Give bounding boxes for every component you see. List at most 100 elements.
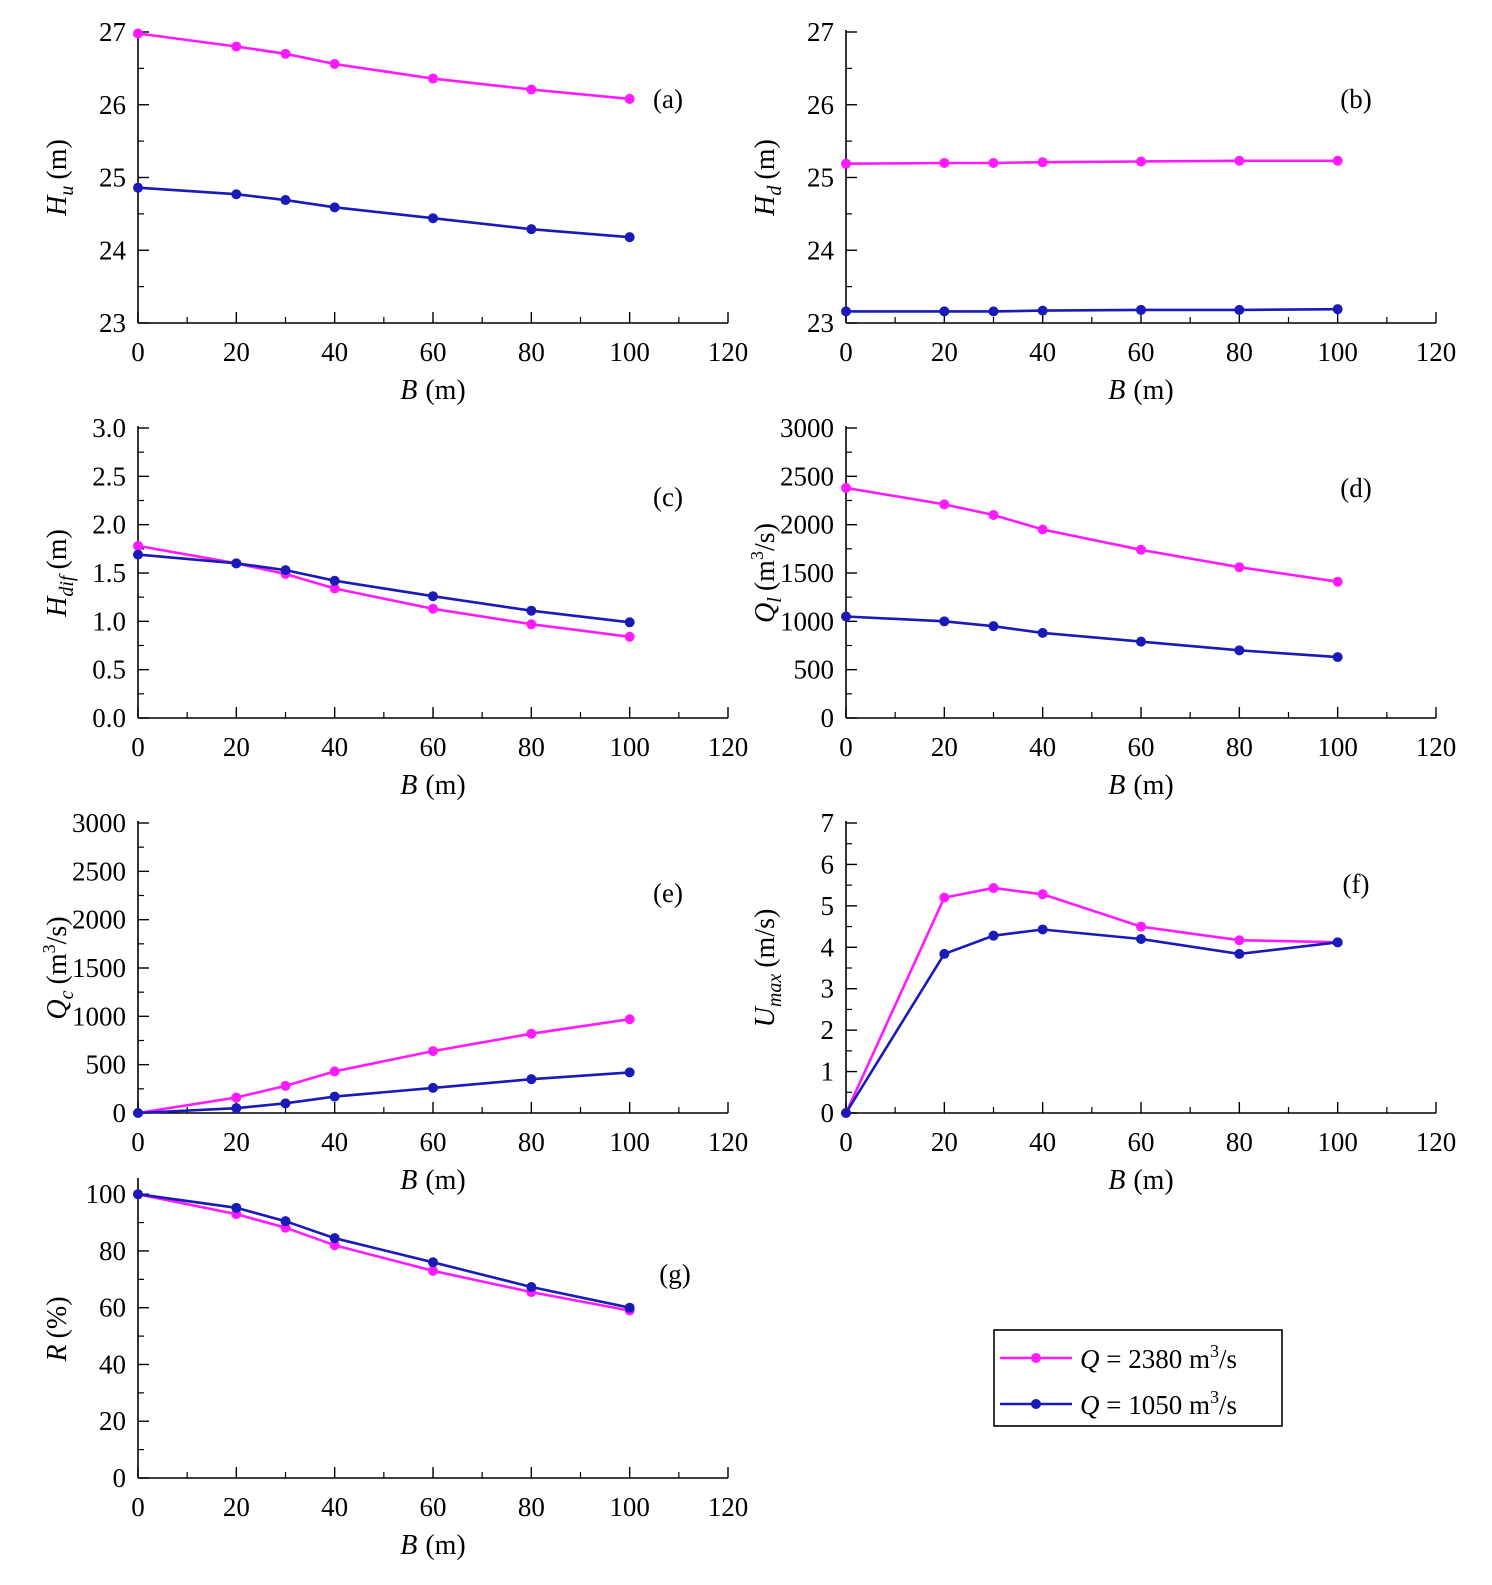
x-tick-label: 120 — [708, 1127, 749, 1157]
y-tick-label: 2000 — [780, 510, 834, 540]
x-tick-label: 100 — [1317, 1127, 1358, 1157]
y-tick-label: 2500 — [72, 856, 126, 886]
y-tick-label: 3000 — [72, 808, 126, 838]
y-tick-label: 80 — [99, 1236, 126, 1266]
data-point — [939, 306, 950, 317]
data-point — [1332, 576, 1343, 587]
x-tick-label: 60 — [1128, 1127, 1155, 1157]
data-point — [939, 616, 950, 627]
x-tick-label: 100 — [1317, 732, 1358, 762]
data-point — [1136, 934, 1146, 944]
x-tick-label: 80 — [518, 1492, 545, 1522]
x-axis-label: B (m) — [1108, 770, 1174, 801]
x-tick-label: 40 — [321, 732, 348, 762]
data-point — [280, 565, 291, 576]
x-tick-label: 20 — [223, 337, 250, 367]
data-point — [133, 182, 143, 193]
data-point — [841, 1108, 851, 1118]
data-point — [1234, 935, 1245, 946]
data-point — [428, 213, 438, 224]
data-point — [1234, 155, 1245, 166]
y-axis-label: R(%) — [42, 1296, 73, 1362]
x-tick-label: 120 — [708, 337, 749, 367]
y-tick-label: 24 — [99, 235, 127, 265]
data-point — [329, 59, 340, 70]
data-point — [1332, 304, 1343, 315]
y-tick-label: 1500 — [72, 953, 126, 983]
data-point — [526, 84, 537, 95]
data-point — [988, 883, 999, 894]
data-point — [329, 575, 340, 586]
x-tick-label: 40 — [321, 1127, 348, 1157]
x-tick-label: 80 — [518, 337, 545, 367]
panel-g: 0 20 40 60 80 100 120 0 20 40 60 80 100 B (m) R(%) (g) — [42, 1178, 748, 1561]
series-line — [846, 307, 1338, 313]
panel-f: 0 20 40 60 80 100 120 0 1 2 3 4 5 6 7 B (m) Umax(m/s) (f) — [750, 808, 1456, 1196]
y-tick-label: 40 — [99, 1349, 126, 1379]
data-point — [428, 1046, 438, 1057]
data-point — [988, 157, 999, 168]
y-tick-label: 25 — [807, 163, 834, 193]
x-tick-label: 80 — [1226, 1127, 1253, 1157]
x-tick-label: 60 — [420, 732, 447, 762]
data-point — [988, 621, 999, 632]
x-axis-label: B (m) — [400, 1165, 466, 1196]
y-tick-label: 6 — [821, 849, 835, 879]
panel-tag: (c) — [653, 482, 683, 512]
y-tick-label: 24 — [807, 235, 835, 265]
data-point — [624, 93, 635, 104]
x-tick-label: 0 — [839, 337, 853, 367]
y-tick-label: 27 — [99, 17, 126, 47]
y-tick-label: 2.0 — [92, 510, 126, 540]
data-point — [1037, 305, 1048, 316]
x-tick-label: 40 — [321, 1492, 348, 1522]
data-point — [1136, 636, 1146, 647]
panel-c: 0 20 40 60 80 100 120 0.0 0.5 1.0 1.5 2.0 2.5 3.0 B (m)… — [42, 413, 748, 801]
y-axis-label: Hu(m) — [42, 139, 78, 217]
series-line — [137, 553, 630, 624]
x-tick-label: 0 — [131, 337, 145, 367]
y-tick-label: 0.5 — [92, 655, 126, 685]
data-point — [624, 1302, 635, 1313]
y-tick-label: 1000 — [780, 606, 834, 636]
data-point — [1136, 921, 1146, 932]
x-tick-label: 100 — [609, 337, 650, 367]
data-point — [280, 1216, 291, 1227]
y-tick-label: 1500 — [780, 558, 834, 588]
x-tick-label: 60 — [420, 1492, 447, 1522]
data-point — [1234, 645, 1245, 656]
y-axis-label: Umax(m/s) — [750, 909, 786, 1028]
panel-tag: (d) — [1340, 473, 1371, 503]
panel-tag: (g) — [659, 1259, 690, 1289]
data-point — [280, 1098, 291, 1109]
panel-tag: (b) — [1340, 84, 1371, 114]
series-line — [844, 928, 1338, 1114]
x-axis-label: B (m) — [1108, 1165, 1174, 1196]
panel-d: 0 20 40 60 80 100 120 0 500 1000 1500 2000 2500 3000 B… — [747, 413, 1456, 801]
data-point — [939, 499, 950, 510]
y-tick-label: 3.0 — [92, 413, 126, 443]
data-point — [428, 1257, 438, 1268]
x-tick-label: 60 — [420, 337, 447, 367]
x-tick-label: 80 — [1226, 337, 1253, 367]
data-point — [329, 583, 340, 594]
data-point — [231, 41, 242, 52]
data-point — [624, 1014, 635, 1025]
data-point — [428, 603, 438, 614]
data-point — [526, 1074, 537, 1085]
panel-e: 0 20 40 60 80 100 120 0 500 1000 1500 2000 2500 3000 B… — [39, 808, 748, 1196]
x-tick-label: 40 — [1029, 337, 1056, 367]
data-point — [231, 1103, 242, 1114]
x-tick-label: 0 — [131, 1492, 145, 1522]
x-tick-label: 80 — [518, 1127, 545, 1157]
data-point — [329, 1091, 340, 1102]
data-point — [231, 558, 242, 569]
data-point — [133, 1189, 143, 1200]
data-point — [1234, 948, 1245, 959]
data-point — [988, 510, 999, 520]
y-axis-label: Qc(m3/s) — [39, 916, 78, 1019]
y-tick-label: 2.5 — [92, 461, 126, 491]
data-point — [939, 157, 950, 168]
series-line — [137, 544, 630, 639]
